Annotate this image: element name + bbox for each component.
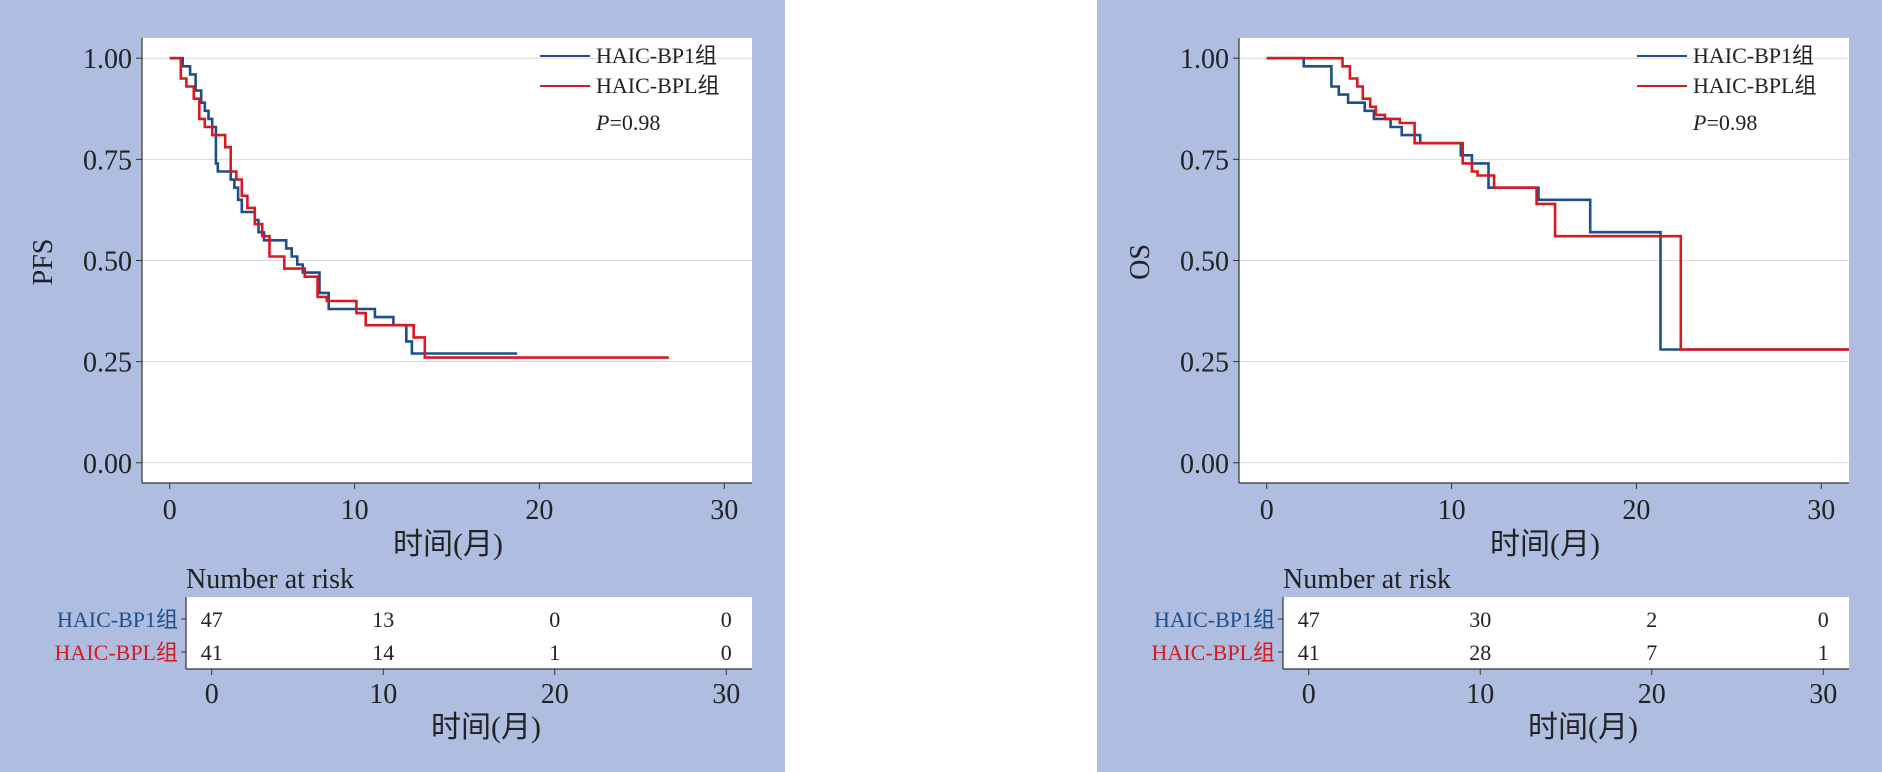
risk-x-tick-label: 10 <box>369 679 397 710</box>
risk-row-label: HAIC-BP1组 <box>1154 607 1275 632</box>
p-value: P=0.98 <box>1692 110 1757 135</box>
y-tick-label: 0.50 <box>1180 247 1229 278</box>
risk-count: 0 <box>549 607 560 632</box>
risk-x-tick-label: 10 <box>1466 679 1494 710</box>
os-chart: 0.000.250.500.751.000 10 20 30时间(月)OSHAIC-B… <box>1125 38 1849 744</box>
risk-table-area <box>186 597 752 669</box>
risk-table-title: Number at risk <box>186 564 354 595</box>
pfs-panel: 0.00 0.25 0.50 0.75 1.00 0 10 20 30 时间(月) PFS HAIC-… <box>0 0 785 772</box>
legend-label: HAIC-BP1组 <box>1693 43 1814 68</box>
risk-table-x-title: 时间(月) <box>431 711 541 744</box>
risk-count: 14 <box>372 640 394 665</box>
risk-table-title: Number at risk <box>1283 564 1451 595</box>
risk-count: 1 <box>549 640 560 665</box>
y-axis-title: OS <box>1125 244 1156 280</box>
legend-label: HAIC-BPL组 <box>1693 73 1816 98</box>
risk-count: 47 <box>201 607 223 632</box>
km-curve-bpl <box>1266 56 1849 351</box>
y-tick-label: 0.25 <box>83 348 132 379</box>
x-tick-label: 0 <box>1260 495 1274 526</box>
risk-count: 28 <box>1469 640 1491 665</box>
os-panel: 0.00 0.25 0.50 0.75 1.00 0 10 20 30 时间(月) OS HAIC-B… <box>1097 0 1882 772</box>
y-tick-label: 0.50 <box>83 247 132 278</box>
risk-count: 30 <box>1469 607 1491 632</box>
y-tick-label: 0.00 <box>83 449 132 480</box>
risk-row-label: HAIC-BPL组 <box>55 640 178 665</box>
legend-label: HAIC-BP1组 <box>596 43 717 68</box>
x-tick-label: 20 <box>1622 495 1650 526</box>
risk-row-label: HAIC-BP1组 <box>57 607 178 632</box>
risk-count: 2 <box>1646 607 1657 632</box>
x-tick-label: 30 <box>1807 495 1835 526</box>
x-axis-title: 时间(月) <box>393 528 503 561</box>
x-axis-title: 时间(月) <box>1490 528 1600 561</box>
y-tick-label: 1.00 <box>1180 44 1229 75</box>
risk-x-tick-label: 20 <box>541 679 569 710</box>
risk-count: 0 <box>1818 607 1829 632</box>
p-value-symbol: P <box>595 110 609 135</box>
x-tick-label: 10 <box>1438 495 1466 526</box>
risk-count: 41 <box>1298 640 1320 665</box>
risk-x-tick-label: 30 <box>712 679 740 710</box>
y-tick-label: 1.00 <box>83 44 132 75</box>
risk-x-tick-label: 20 <box>1638 679 1666 710</box>
km-curve-bpl <box>169 56 669 359</box>
p-value-symbol: P <box>1692 110 1706 135</box>
risk-table-area <box>1283 597 1849 669</box>
risk-count: 0 <box>721 607 732 632</box>
p-value-number: =0.98 <box>1706 110 1757 135</box>
y-tick-label: 0.75 <box>83 145 132 176</box>
p-value: P=0.98 <box>595 110 660 135</box>
y-tick-label: 0.75 <box>1180 145 1229 176</box>
risk-count: 0 <box>721 640 732 665</box>
risk-row-label: HAIC-BPL组 <box>1152 640 1275 665</box>
p-value-number: =0.98 <box>609 110 660 135</box>
y-tick-label: 0.00 <box>1180 449 1229 480</box>
x-tick-label: 0 <box>163 495 177 526</box>
x-tick-label: 20 <box>525 495 553 526</box>
risk-x-tick-label: 30 <box>1809 679 1837 710</box>
risk-count: 1 <box>1818 640 1829 665</box>
x-tick-label: 10 <box>341 495 369 526</box>
risk-x-tick-label: 0 <box>205 679 219 710</box>
risk-count: 41 <box>201 640 223 665</box>
risk-count: 13 <box>372 607 394 632</box>
risk-count: 7 <box>1646 640 1657 665</box>
risk-x-tick-label: 0 <box>1302 679 1316 710</box>
x-tick-label: 30 <box>710 495 738 526</box>
y-axis-title: PFS <box>28 239 59 286</box>
km-curve-bp1 <box>1266 56 1849 351</box>
pfs-chart: 0.000.250.500.751.000 10 20 30时间(月)PFSHAIC-… <box>28 38 752 744</box>
y-tick-label: 0.25 <box>1180 348 1229 379</box>
risk-count: 47 <box>1298 607 1320 632</box>
legend-label: HAIC-BPL组 <box>596 73 719 98</box>
risk-table-x-title: 时间(月) <box>1528 711 1638 744</box>
